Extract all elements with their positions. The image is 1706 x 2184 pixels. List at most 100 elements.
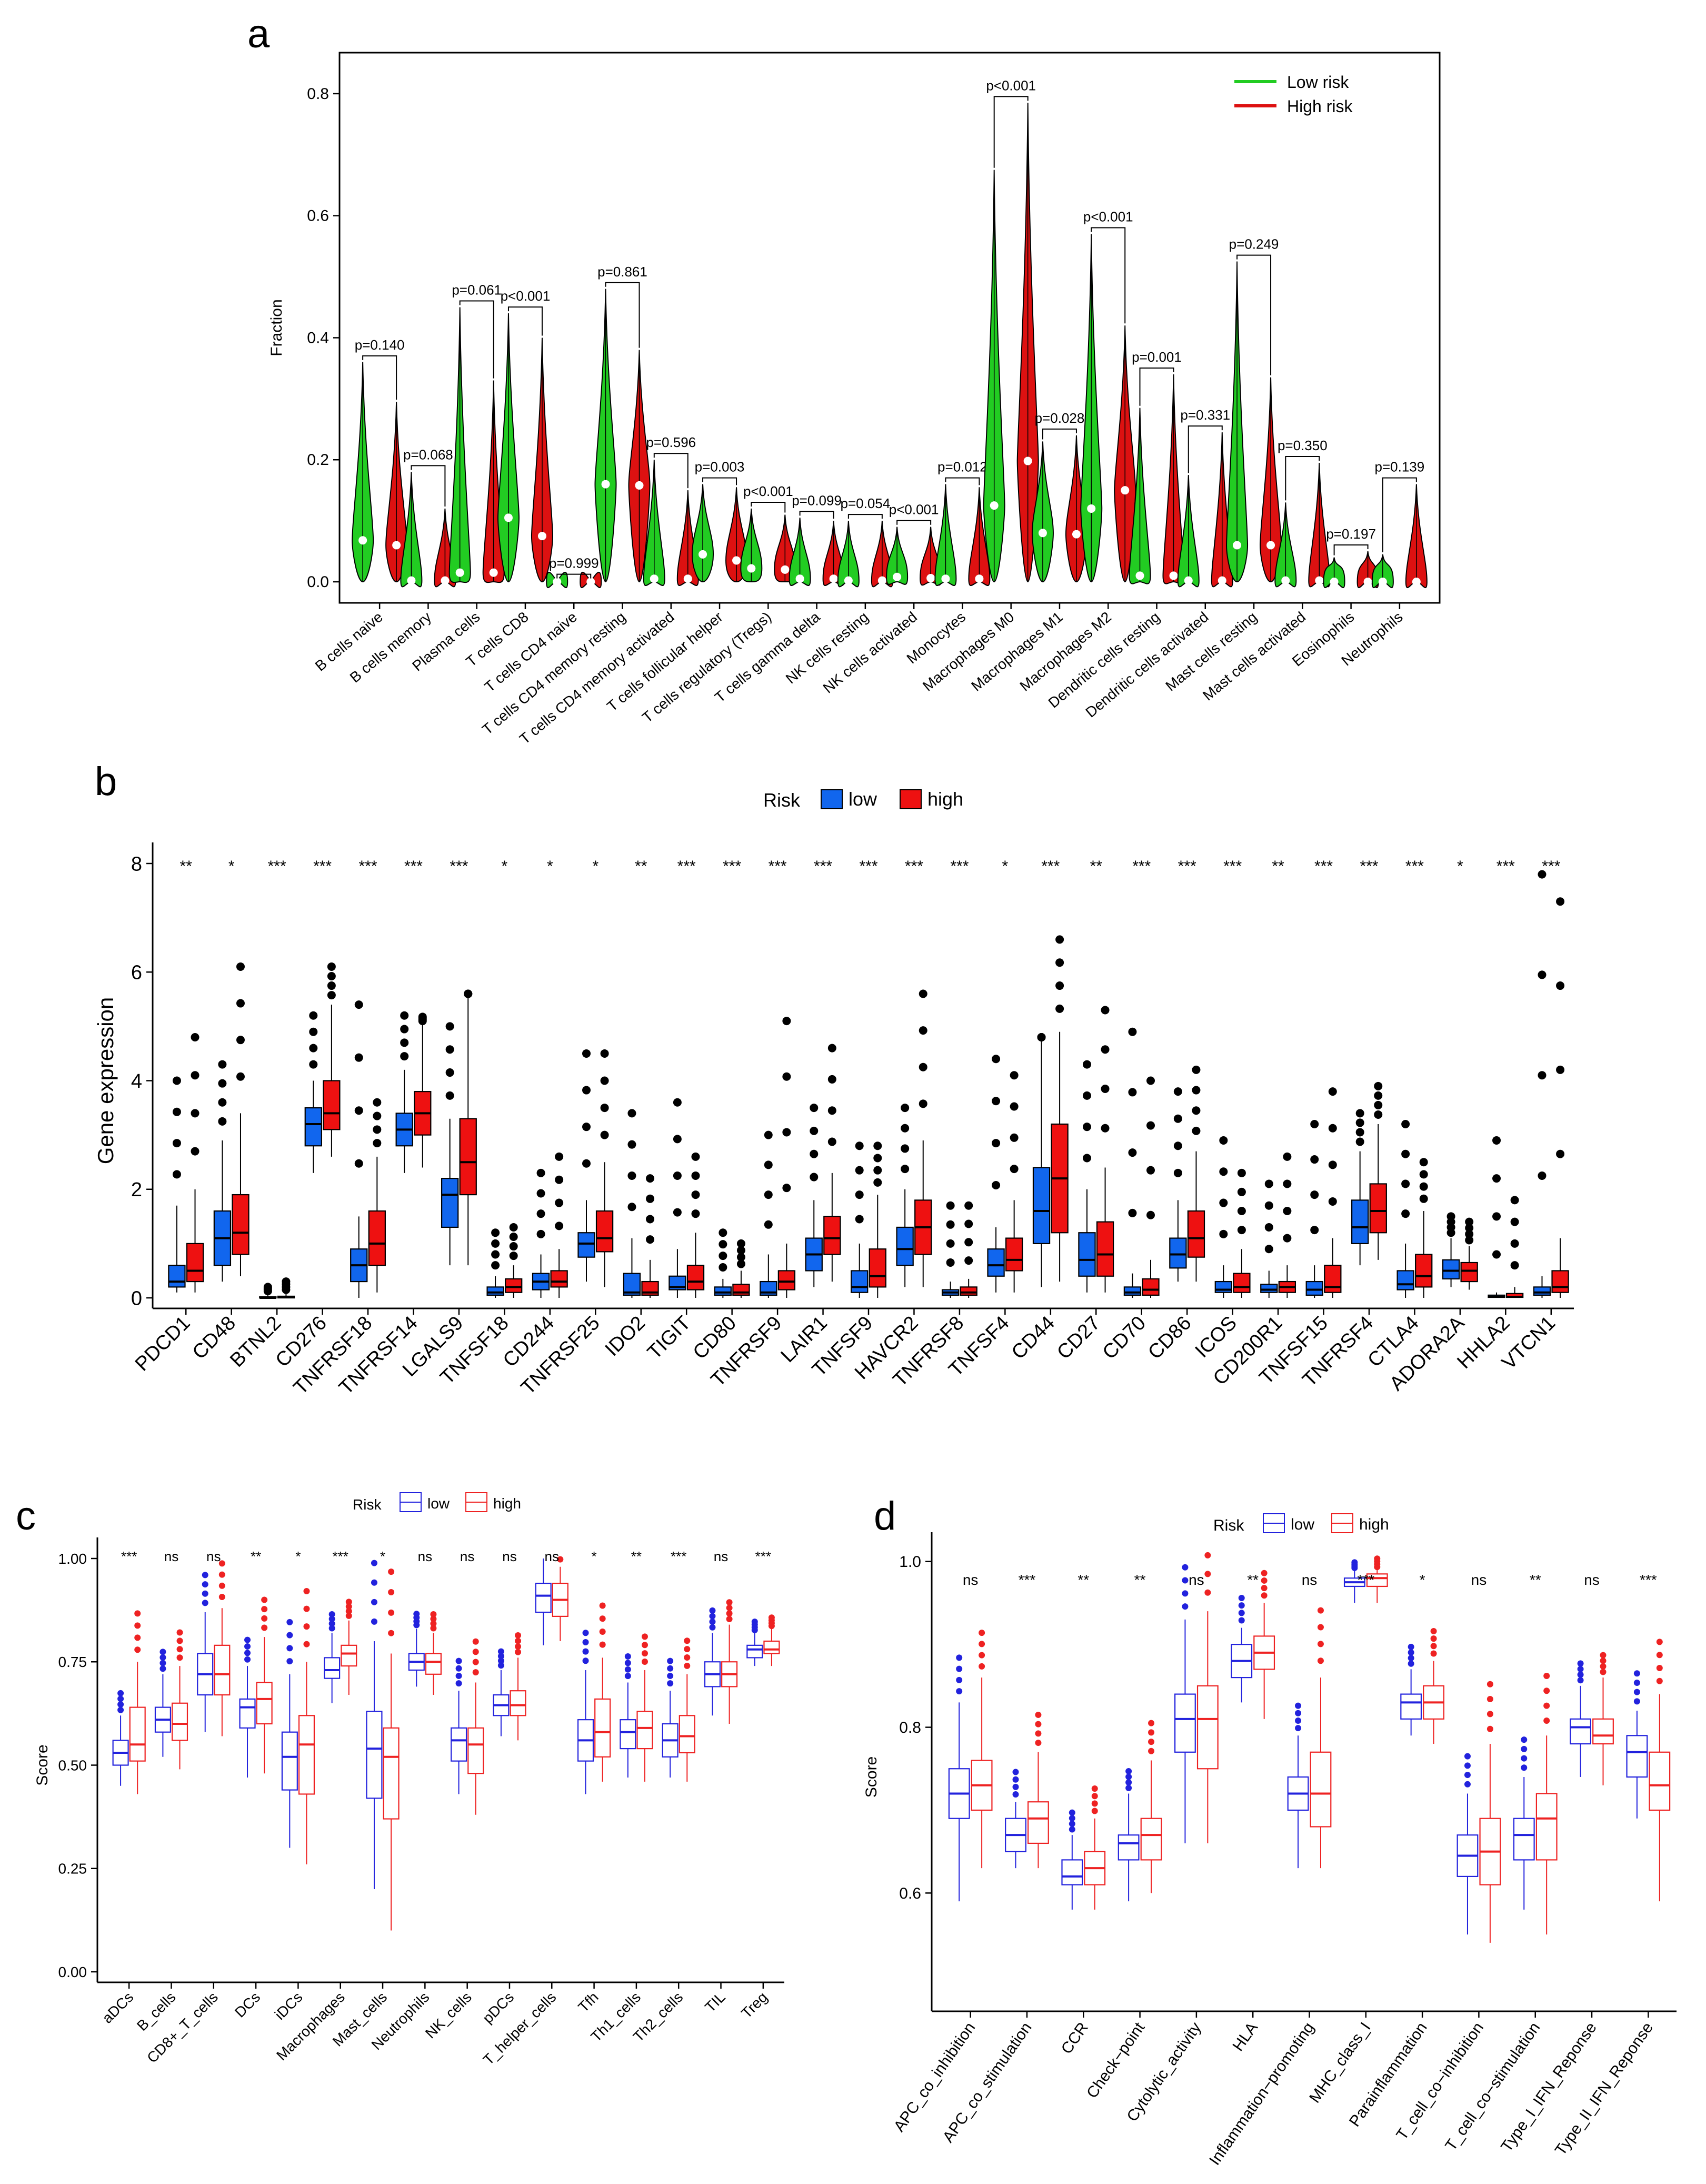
box-low-outlier: [667, 1657, 674, 1664]
significance-bracket: [605, 282, 640, 348]
box-low-outlier: [1173, 1114, 1182, 1123]
box-high: [1027, 1801, 1049, 1844]
box-high-outlier: [1419, 1170, 1428, 1179]
box-high-outlier: [430, 1620, 437, 1627]
significance-bracket: [1091, 227, 1126, 324]
box-high-outlier: [1055, 1004, 1064, 1013]
violin-high-median: [829, 574, 838, 583]
box-high-outlier: [646, 1215, 655, 1224]
box-high-outlier: [218, 1594, 225, 1601]
significance-label: **: [1090, 858, 1103, 875]
box-low: [1533, 1286, 1551, 1296]
p-value-label: p=0.061: [452, 282, 502, 298]
box-high: [869, 1248, 886, 1288]
significance-label: ***: [1223, 858, 1242, 875]
violin-low-median: [358, 536, 367, 545]
box-high-outlier: [1204, 1571, 1211, 1577]
box-high-outlier: [641, 1642, 648, 1649]
box-high-outlier: [827, 1106, 836, 1115]
box-low-outlier: [1012, 1791, 1019, 1798]
box-high-outlier: [1510, 1196, 1519, 1205]
box-high-outlier: [388, 1568, 395, 1575]
box-low: [281, 1731, 298, 1791]
box-high-outlier: [1101, 1084, 1110, 1093]
significance-label: *: [1002, 858, 1009, 875]
box-high-outlier: [282, 1277, 291, 1286]
box-high-outlier: [599, 1602, 606, 1609]
box-high-outlier: [218, 1571, 225, 1578]
box-low-outlier: [371, 1599, 377, 1605]
box-high-outlier: [1600, 1669, 1607, 1675]
box-high-outlier: [1419, 1194, 1428, 1203]
box-high: [186, 1243, 204, 1283]
box-high: [594, 1698, 611, 1758]
box-high-outlier: [979, 1663, 985, 1670]
box-low-outlier: [117, 1701, 124, 1708]
significance-label: ns: [963, 1572, 979, 1588]
box-high-outlier: [600, 1130, 609, 1139]
box-high-outlier: [964, 1256, 973, 1265]
box-low: [1305, 1280, 1323, 1296]
box-low-outlier: [673, 1208, 682, 1217]
x-tick-label: Type_I_IFN_Reponse: [1498, 2019, 1600, 2155]
legend-title: Risk: [353, 1496, 382, 1513]
box-low-outlier: [1219, 1136, 1228, 1145]
significance-label: **: [1078, 1572, 1089, 1588]
box-high: [763, 1640, 780, 1654]
x-tick-label: B cells memory: [347, 609, 435, 686]
box-high-outlier: [1465, 1217, 1474, 1226]
box-low-outlier: [667, 1680, 674, 1687]
box-high-outlier: [1148, 1720, 1155, 1726]
significance-bracket: [847, 514, 883, 519]
box-high-outlier: [515, 1649, 522, 1655]
box-high-outlier: [557, 1556, 564, 1563]
box-low-outlier: [901, 1165, 910, 1174]
x-tick-label: TIGIT: [643, 1312, 695, 1364]
box-low-outlier: [202, 1581, 208, 1588]
box-high-outlier: [1374, 1100, 1383, 1109]
violin-low-median: [650, 574, 659, 583]
box-high-outlier: [1486, 1696, 1493, 1703]
p-value-label: p=0.350: [1278, 438, 1328, 453]
box-high-outlier: [1556, 1149, 1565, 1158]
box-low-outlier: [1408, 1643, 1414, 1650]
box-high-outlier: [1430, 1627, 1437, 1634]
box-high: [510, 1690, 526, 1716]
x-tick-label: Check−point: [1083, 2019, 1149, 2102]
box-low-outlier: [764, 1190, 773, 1199]
significance-label: **: [631, 1548, 642, 1564]
box-high-outlier: [1204, 1552, 1211, 1558]
box-low-outlier: [751, 1619, 758, 1625]
box-high-outlier: [1283, 1152, 1292, 1161]
box-high-outlier: [1035, 1721, 1042, 1728]
box-low: [1626, 1735, 1648, 1778]
p-value-label: p=0.003: [695, 459, 745, 475]
p-value-label: p=0.249: [1229, 236, 1279, 252]
box-low-outlier: [536, 1229, 545, 1238]
box-high-outlier: [345, 1608, 352, 1615]
box-low-outlier: [1492, 1174, 1501, 1183]
box-high-outlier: [1283, 1207, 1292, 1215]
x-tick-label: NK cells resting: [783, 609, 872, 687]
box-low-outlier: [956, 1654, 963, 1661]
box-high-outlier: [599, 1615, 606, 1622]
significance-label: ***: [950, 858, 969, 875]
box-low: [451, 1727, 467, 1762]
box-high-outlier: [1374, 1091, 1383, 1100]
box-high-outlier: [646, 1194, 655, 1203]
box-high-outlier: [873, 1178, 882, 1187]
box-high-outlier: [736, 1253, 745, 1262]
box-high-outlier: [1656, 1677, 1663, 1684]
box-low-outlier: [328, 1615, 335, 1622]
box-low-outlier: [1238, 1617, 1245, 1624]
box-low-outlier: [992, 1055, 1001, 1064]
y-tick-label: 0.2: [307, 451, 329, 469]
box-low-outlier: [719, 1240, 727, 1249]
box-low-outlier: [946, 1258, 955, 1267]
box-high: [425, 1653, 442, 1675]
box-high-outlier: [919, 1099, 927, 1108]
box-low-outlier: [1128, 1027, 1137, 1036]
significance-label: ***: [1497, 858, 1515, 875]
box-high: [467, 1727, 484, 1774]
